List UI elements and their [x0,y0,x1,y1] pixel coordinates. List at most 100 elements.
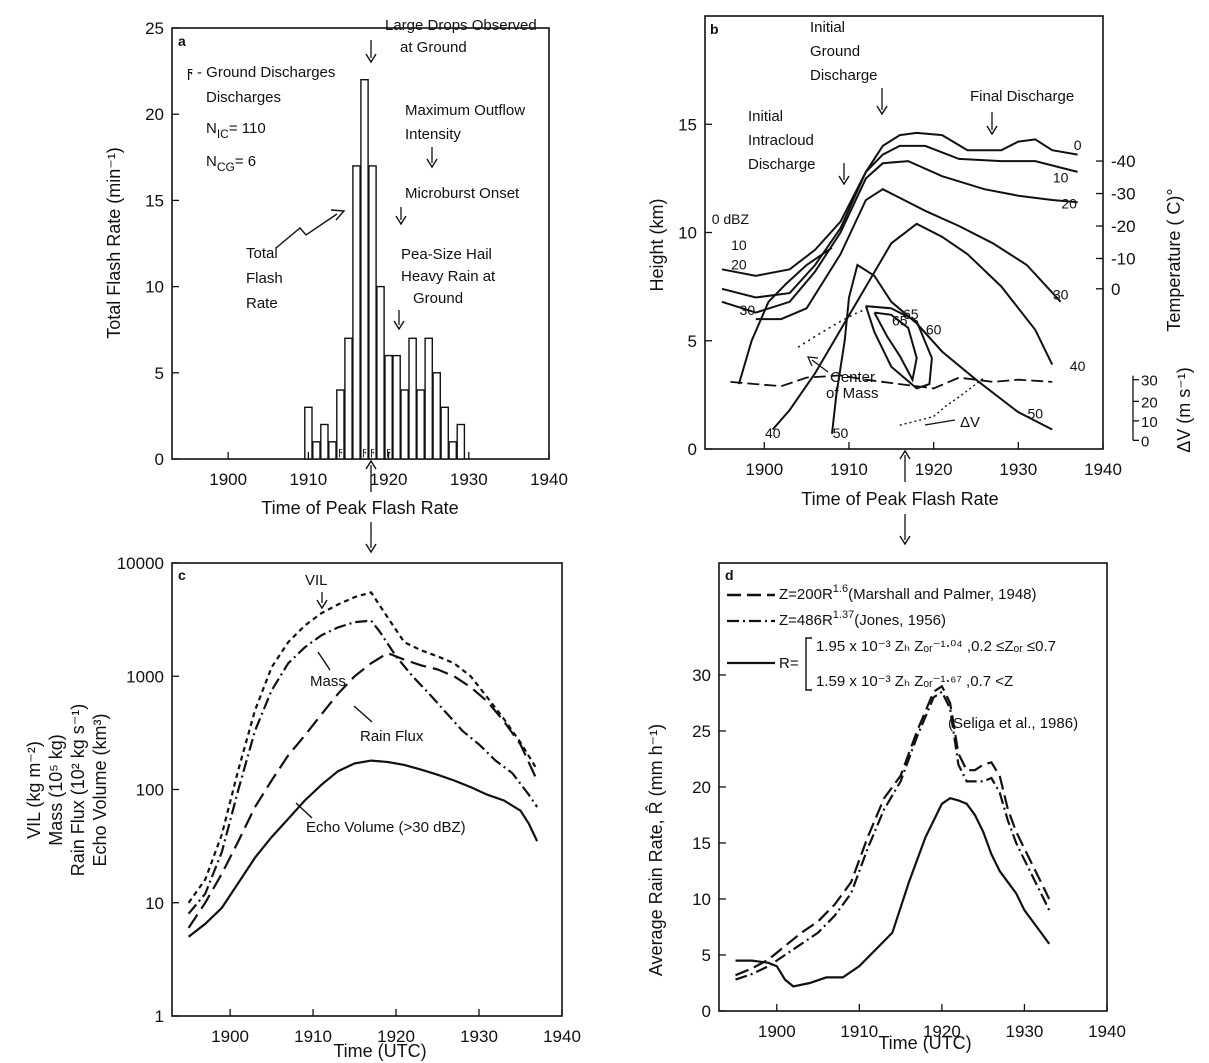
arrowhead-large-drops [365,53,377,64]
series-vil [187,591,539,904]
y-tick-label-10: 10 [692,890,711,909]
panel-d: d 1900 1910 1920 1930 1940 0 5 10 15 20 25 30 Time … [645,562,1126,1053]
ground-discharge-legend-label: - Ground Discharges [197,64,335,81]
ground-discharge-mark-1914: ϝ [338,446,343,458]
y-tick-label-25: 25 [145,19,164,38]
bar-1922 [400,389,409,460]
ground-discharge-legend-symbol: ϝ [187,64,193,81]
x-tick-label-1910: 1910 [289,470,327,489]
contour-label-4: 40 [765,425,781,441]
bar-1913 [328,441,337,460]
x-tick-label-1910: 1910 [840,1022,878,1041]
annotation-large-drops: Large Drops Observed [385,17,537,34]
x-tick-label-1920: 1920 [377,1027,415,1046]
arrowhead-initial-intra [838,175,850,186]
contour-40 [771,222,1054,431]
x-tick-label-1900: 1900 [209,470,247,489]
series-rain [187,651,539,929]
annotation-initial-intra-3: Discharge [748,156,816,173]
series-seliga [735,797,1051,988]
bar-1923 [408,337,417,460]
bar-1926 [432,372,442,460]
contour-label-9: 0 [1074,137,1082,153]
panel-c-ylabel-vil: VIL (kg m⁻²) [24,741,44,839]
x-tick-label-1940: 1940 [543,1027,581,1046]
annotation-total-3: Rate [246,295,278,312]
x-tick-label-1930: 1930 [1006,1022,1044,1041]
contour-65 [873,311,918,383]
y-tick-label-1: 1 [155,1007,164,1026]
y-tick-label-5: 5 [155,364,164,383]
y-tick-label-5: 5 [702,946,711,965]
contour-60 [864,305,933,390]
ncg-count: NCG= 6 [206,153,256,174]
annotation-hail-2: Heavy Rain at [401,268,496,285]
contour-30 [755,188,1062,321]
arrowhead-total-flash [330,209,346,221]
arrowhead-hail [393,320,405,331]
contour-label-11: 20 [1061,196,1077,212]
annotation-total-2: Flash [246,270,283,287]
x-tick-label-1940: 1940 [1088,1022,1126,1041]
bar-1927 [440,406,450,460]
contour-50 [831,263,1053,434]
legend-mp-label: Z=200R1.6(Marshall and Palmer, 1948) [779,583,1037,603]
bar-1918 [368,165,377,460]
annotation-center-of-mass-2: of Mass [826,385,879,402]
annotation-max-outflow-2: Intensity [405,126,461,143]
label-vil: VIL [305,572,328,589]
contour-20 [721,160,1078,314]
temp-tick-label--20: -20 [1111,217,1136,236]
panel-b-dv-label: ΔV (m s⁻¹) [1174,367,1194,453]
dv-tick-label-20: 20 [1141,394,1158,411]
annotation-initial-ground-3: Discharge [810,67,878,84]
y-tick-label-0: 0 [155,450,164,469]
arrowhead-final [986,125,998,136]
contour-label-0: 0 dBZ [712,211,750,227]
annotation-center-of-mass: Center [830,369,875,386]
x-tick-label-1920: 1920 [370,470,408,489]
annotation-initial-ground: Initial [810,19,845,36]
series-jones [735,690,1051,981]
bar-1921 [392,354,401,460]
panel-d-ylabel: Average Rain Rate, R̂ (mm h⁻¹) [645,724,666,976]
arrow-rainflux [353,705,373,723]
panel-c-letter: c [178,567,186,583]
panel-a-letter: a [178,33,186,49]
label-rainflux: Rain Flux [360,728,424,745]
center-of-mass-line [797,305,875,348]
x-tick-label-1930: 1930 [460,1027,498,1046]
series-mass [187,619,539,915]
y-tick-label-10000: 10000 [117,554,164,573]
panel-c-xlabel: Time (UTC) [333,1041,426,1061]
x-tick-label-1900: 1900 [211,1027,249,1046]
panel-c-ylabel-mass: Mass (10⁵ kg) [46,734,66,846]
x-tick-label-1930: 1930 [450,470,488,489]
panel-d-letter: d [725,567,734,583]
label-echo: Echo Volume (>30 dBZ) [306,819,466,836]
x-tick-label-1900: 1900 [758,1022,796,1041]
contour-label-1: 10 [731,237,747,253]
arrow-center-of-mass [811,359,829,373]
legend-jones-label: Z=486R1.37(Jones, 1956) [779,609,946,629]
temp-tick-label--30: -30 [1111,185,1136,204]
y-tick-label-20: 20 [692,778,711,797]
dv-tick-label-30: 30 [1141,373,1158,390]
bar-1924 [416,389,425,460]
arrow-mass [317,651,331,671]
y-tick-label-100: 100 [136,781,164,800]
arrowhead-max-outflow [426,158,438,169]
legend-seliga-line2: 1.59 x 10⁻³ Zₕ Zₒᵣ⁻¹⋅⁶⁷ ,0.7 <Z [816,673,1013,690]
x-tick-label-1900: 1900 [745,460,783,479]
contour-label-12: 30 [1053,287,1069,303]
legend-seliga-r: R= [779,655,799,672]
contour-0-dbz [721,131,1078,277]
panel-c-ylabel-echo: Echo Volume (km³) [90,713,110,866]
contour-10 [721,144,1078,299]
panel-b-temp-label: Temperature ( C)° [1164,188,1184,331]
panel-c-frame [171,562,563,1017]
panel-b-xlabel: Time of Peak Flash Rate [801,489,998,509]
contour-label-7: 60 [926,321,942,337]
